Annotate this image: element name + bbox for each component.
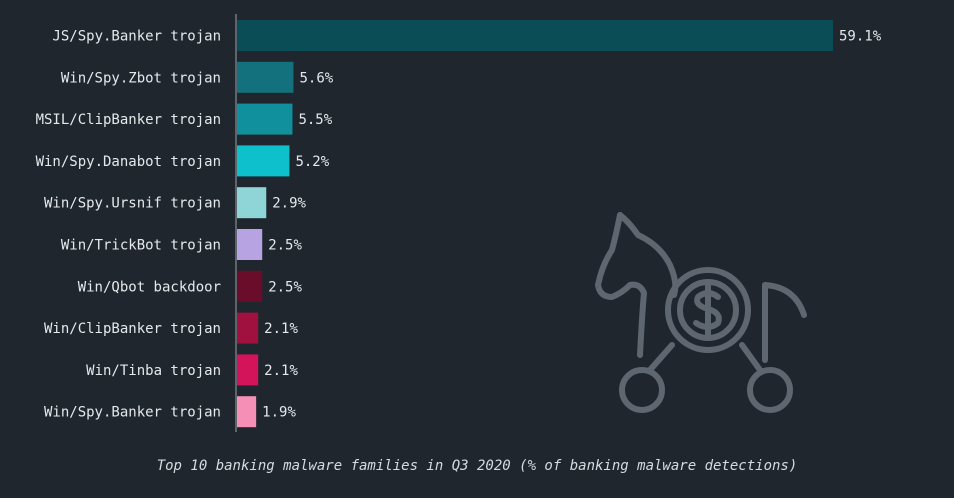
- bar-9: [237, 396, 257, 428]
- value-label: 2.1%: [264, 321, 298, 337]
- bar-6: [237, 270, 263, 302]
- category-label: Win/Spy.Banker trojan: [44, 405, 221, 421]
- category-label: MSIL/ClipBanker trojan: [36, 112, 221, 128]
- category-label: Win/Qbot backdoor: [78, 279, 221, 295]
- bar-7: [237, 312, 259, 344]
- value-label: 5.2%: [295, 154, 329, 170]
- bar-3: [237, 145, 290, 177]
- bar-chart: JS/Spy.Banker trojan 59.1% Win/Spy.Zbot tr…: [36, 14, 882, 432]
- bar-4: [237, 187, 267, 219]
- category-label: JS/Spy.Banker trojan: [52, 29, 221, 45]
- trojan-horse-dollar-icon: [595, 212, 807, 413]
- category-label: Win/Spy.Ursnif trojan: [44, 196, 221, 212]
- category-label: Win/Spy.Danabot trojan: [36, 154, 221, 170]
- value-label: 2.9%: [272, 196, 306, 212]
- bars-group: JS/Spy.Banker trojan 59.1% Win/Spy.Zbot tr…: [36, 20, 882, 428]
- value-label: 2.5%: [268, 238, 302, 254]
- value-label: 1.9%: [262, 405, 296, 421]
- category-label: Win/Tinba trojan: [86, 363, 221, 379]
- bar-1: [237, 61, 294, 93]
- category-label: Win/TrickBot trojan: [61, 238, 221, 254]
- value-label: 5.6%: [299, 70, 333, 86]
- category-label: Win/Spy.Zbot trojan: [61, 70, 221, 86]
- bar-5: [237, 229, 263, 260]
- category-label: Win/ClipBanker trojan: [44, 321, 221, 337]
- bar-8: [237, 354, 259, 386]
- chart-caption: Top 10 banking malware families in Q3 20…: [156, 458, 798, 474]
- bar-2: [237, 103, 293, 135]
- bar-0: [237, 20, 833, 51]
- value-label: 2.5%: [268, 279, 302, 295]
- value-label: 59.1%: [839, 29, 882, 45]
- value-label: 2.1%: [264, 363, 298, 379]
- value-label: 5.5%: [298, 112, 332, 128]
